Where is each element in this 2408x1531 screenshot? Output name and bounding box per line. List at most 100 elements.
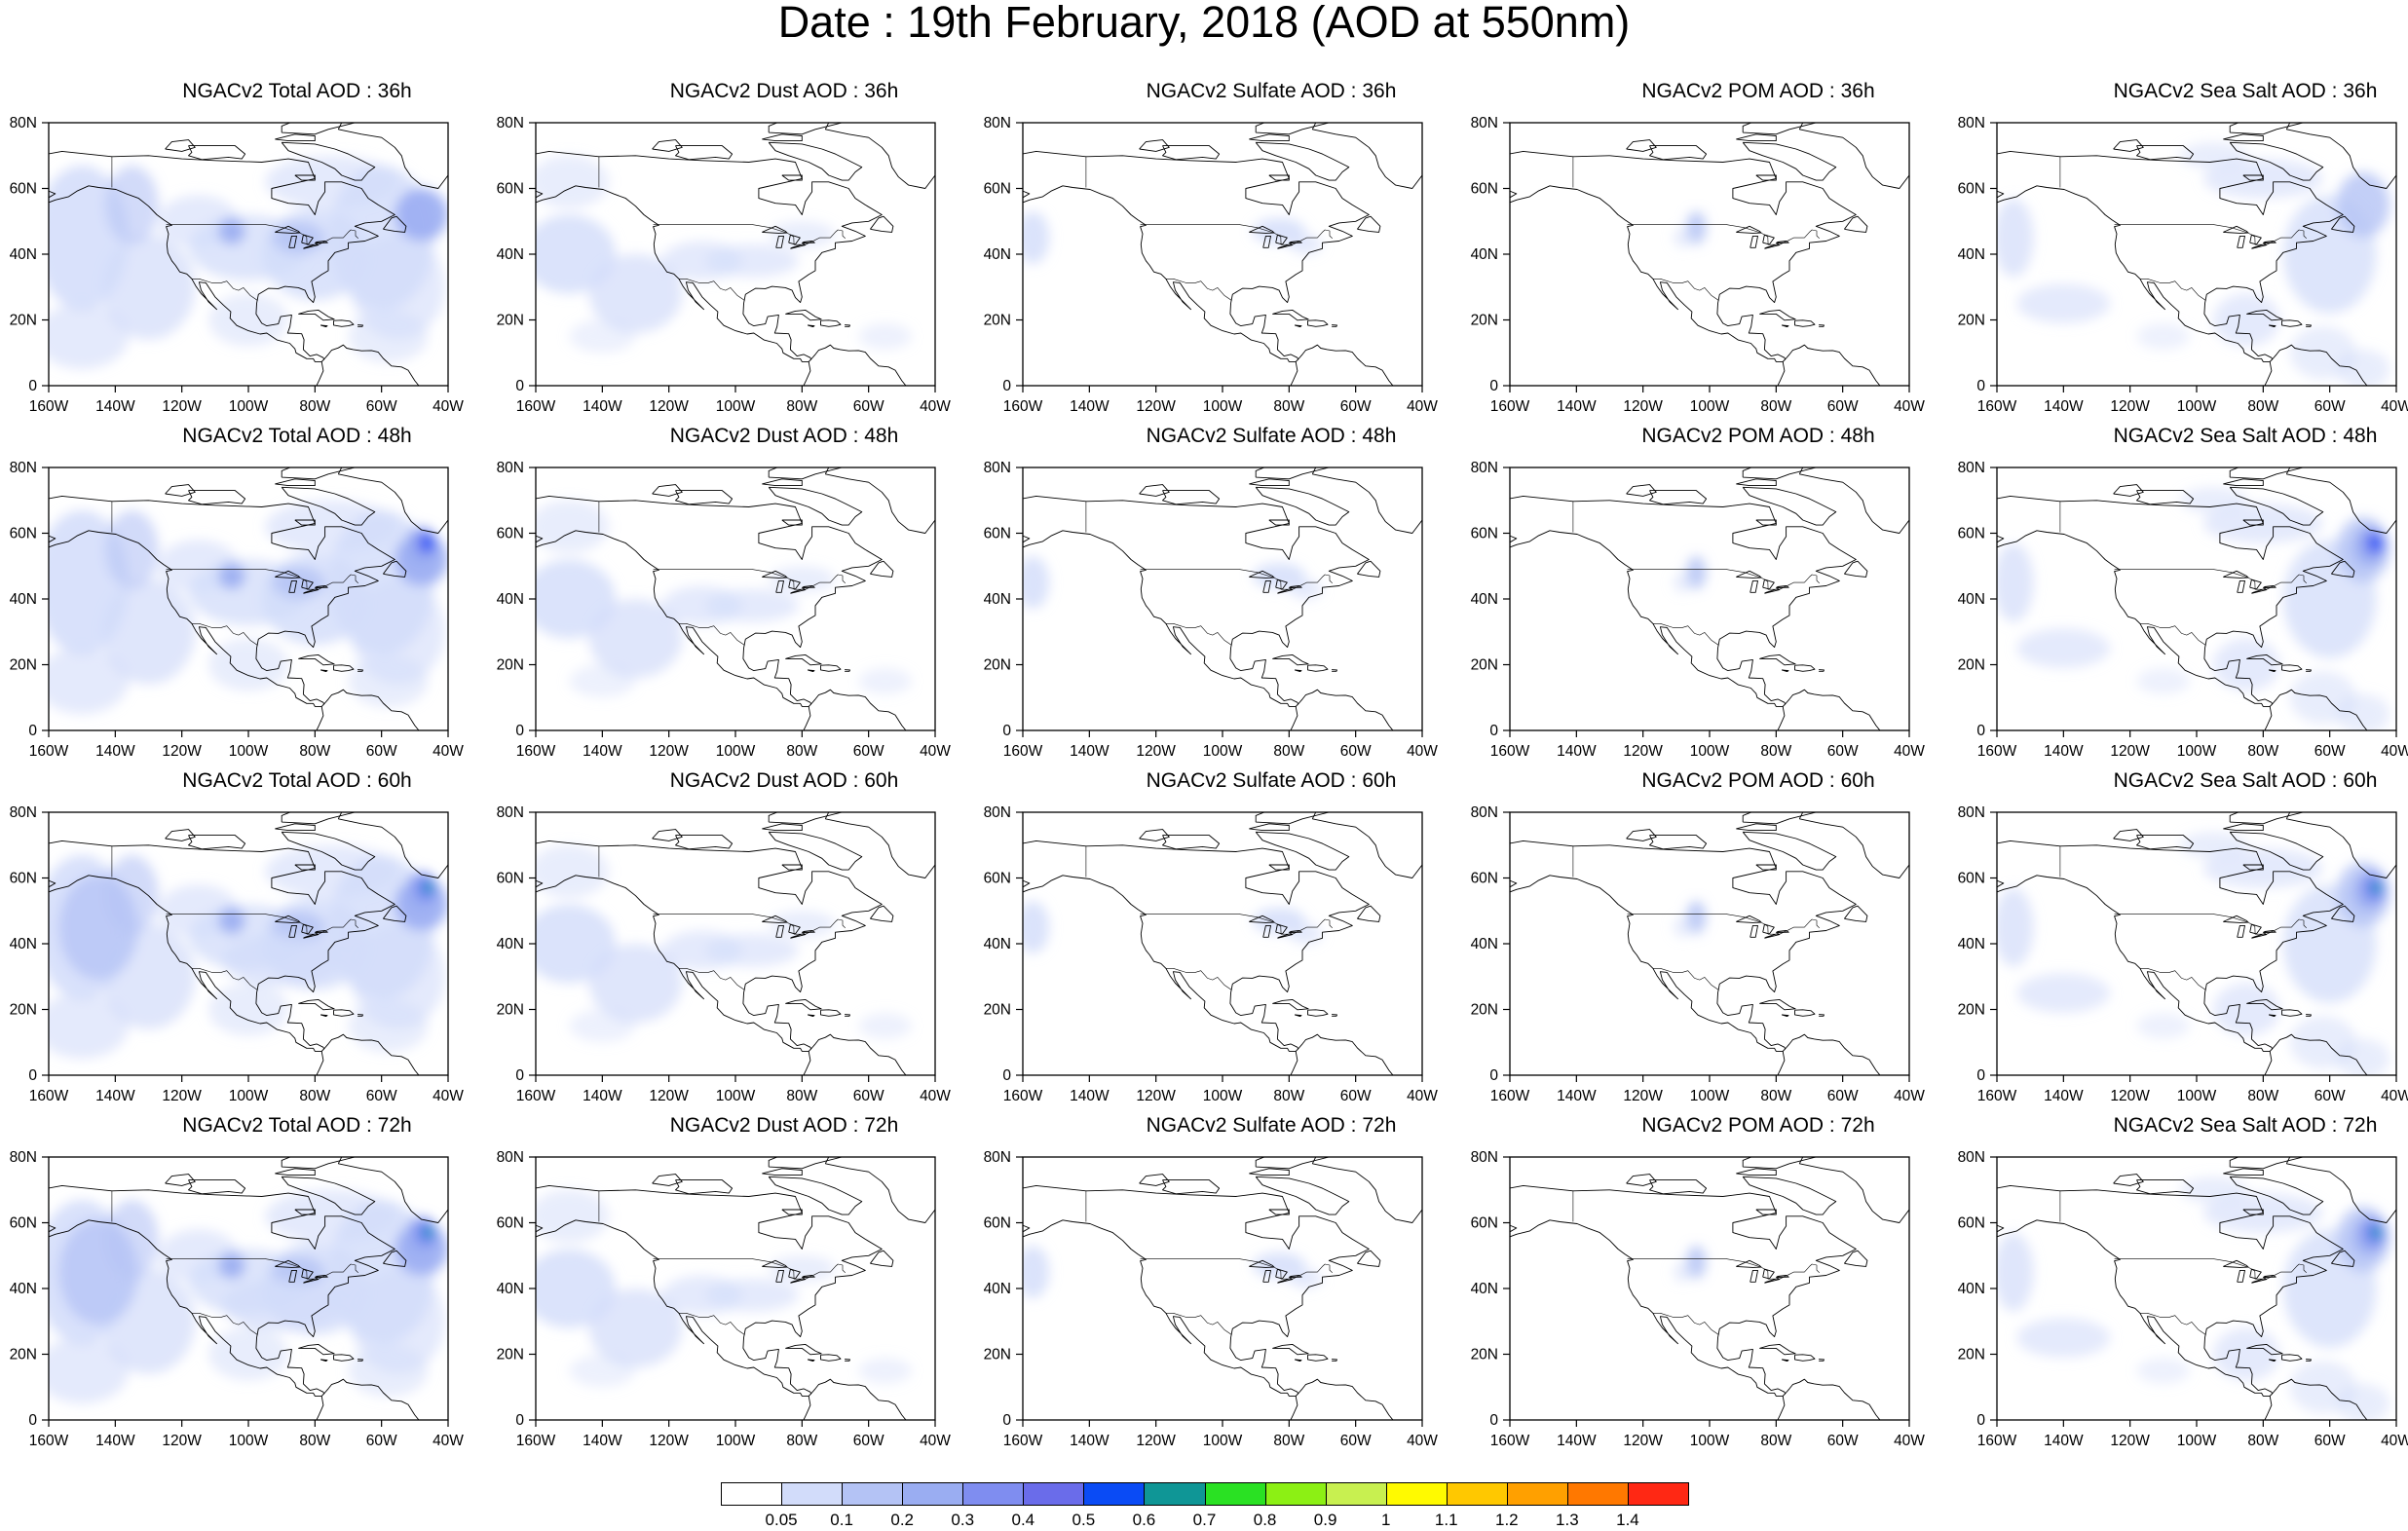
aod-region [1023,556,1050,610]
y-tick-label: 40N [10,1281,37,1297]
x-tick-label: 120W [1136,1433,1176,1449]
aod-region [2179,142,2247,169]
aod-field [1510,812,1909,1075]
aod-region [569,319,636,354]
coastlines [49,812,448,1075]
y-tick-label: 0 [28,1412,37,1429]
x-tick-label: 80W [786,743,817,760]
aod-region [1997,1232,2034,1312]
y-tick-label: 40N [984,1281,1011,1297]
colorbar-label: 1.3 [1556,1511,1579,1529]
map-panel: NGACv2 Total AOD : 60h 160W 140W 120W 100W 80… [10,769,536,1118]
aod-map: 160W 140W 120W 100W 80W 60W 40W 0 20N 40N 60N 80N [984,1149,1439,1449]
y-tick-label: 0 [515,378,524,394]
x-tick-label: 100W [1203,1088,1243,1104]
y-tick-label: 0 [28,378,37,394]
y-tick-label: 80N [497,115,524,131]
aod-region [105,165,159,244]
y-tick-label: 20N [1471,657,1498,674]
aod-field [1997,467,2396,730]
map-panel: NGACv2 Dust AOD : 60h 160W 140W 120W 100W 80W… [497,769,1023,1118]
aod-region [536,155,610,208]
x-tick-label: 40W [433,1088,464,1104]
aod-region [2369,535,2384,552]
aod-region [221,933,342,987]
y-tick-label: 80N [10,1149,37,1166]
x-tick-label: 80W [786,1088,817,1104]
y-tick-label: 20N [10,657,37,674]
colorbar-swatch [781,1482,844,1506]
aod-region [208,638,288,691]
x-tick-label: 80W [1273,1433,1304,1449]
colorbar-swatch [962,1482,1025,1506]
aod-region [769,1255,836,1283]
x-tick-label: 120W [1136,743,1176,760]
y-tick-label: 80N [10,460,37,476]
coastlines [1510,123,1909,386]
x-tick-label: 100W [229,1433,269,1449]
aod-region [858,322,913,350]
aod-region [2336,693,2390,730]
panel-title: NGACv2 Sulfate AOD : 60h [1146,769,1397,792]
aod-field [1997,812,2396,1075]
aod-map: 160W 140W 120W 100W 80W 60W 40W 0 20N 40N 60N 80N [1958,460,2408,760]
y-tick-label: 60N [984,871,1011,887]
aod-region [2136,667,2191,694]
aod-region [2213,983,2280,1036]
panel-title: NGACv2 Total AOD : 72h [182,1114,412,1137]
map-panel: NGACv2 POM AOD : 48h 160W 140W 120W 100W 80W 6… [1471,425,1997,773]
x-tick-label: 60W [2314,743,2346,760]
y-tick-label: 80N [497,1149,524,1166]
x-tick-label: 40W [920,398,951,415]
coastlines [49,1157,448,1420]
map-panel: NGACv2 Dust AOD : 36h 160W 140W 120W 100W 80W… [497,80,1023,429]
aod-region [588,944,683,1023]
panel-title: NGACv2 POM AOD : 36h [1641,80,1875,102]
colorbar-swatch [1566,1482,1629,1506]
aod-field [1997,123,2396,386]
x-tick-label: 40W [920,1433,951,1449]
y-tick-label: 0 [28,723,37,739]
y-tick-label: 20N [984,313,1011,329]
x-tick-label: 140W [95,1088,135,1104]
aod-region [2016,1318,2111,1358]
aod-region [1673,1262,1693,1283]
x-tick-label: 100W [2177,398,2217,415]
x-tick-label: 160W [516,743,556,760]
aod-region [2136,1357,2191,1384]
aod-region [2179,1176,2247,1204]
x-tick-label: 40W [1894,1088,1925,1104]
aod-region [1997,542,2034,622]
x-tick-label: 80W [1273,1088,1304,1104]
aod-field [1510,123,1909,386]
x-tick-label: 140W [95,1433,135,1449]
x-tick-label: 60W [1340,398,1372,415]
y-tick-label: 0 [515,1067,524,1084]
aod-map: 160W 140W 120W 100W 80W 60W 40W 0 20N 40N 60N 80N [1471,1149,1926,1449]
x-tick-label: 60W [853,1433,884,1449]
coastlines [49,467,448,730]
x-tick-label: 140W [2044,1088,2084,1104]
aod-region [858,1012,913,1039]
x-tick-label: 120W [1136,398,1176,415]
aod-region [348,310,429,363]
aod-region [425,883,432,892]
x-tick-label: 60W [2314,1433,2346,1449]
x-tick-label: 140W [583,398,622,415]
x-tick-label: 60W [2314,1088,2346,1104]
colorbar-label: 0.2 [890,1511,914,1529]
x-tick-label: 40W [433,398,464,415]
aod-region [769,221,836,248]
y-tick-label: 40N [1471,936,1498,952]
x-tick-label: 40W [433,743,464,760]
y-tick-label: 80N [497,460,524,476]
aod-region [1023,211,1050,265]
colorbar-swatch [1264,1482,1327,1506]
x-tick-label: 160W [29,743,69,760]
x-tick-label: 100W [1690,1088,1730,1104]
x-tick-label: 140W [1070,398,1110,415]
colorbar-swatch [842,1482,904,1506]
y-tick-label: 0 [1002,1412,1011,1429]
coastlines [49,123,448,386]
aod-region [1997,198,2034,278]
